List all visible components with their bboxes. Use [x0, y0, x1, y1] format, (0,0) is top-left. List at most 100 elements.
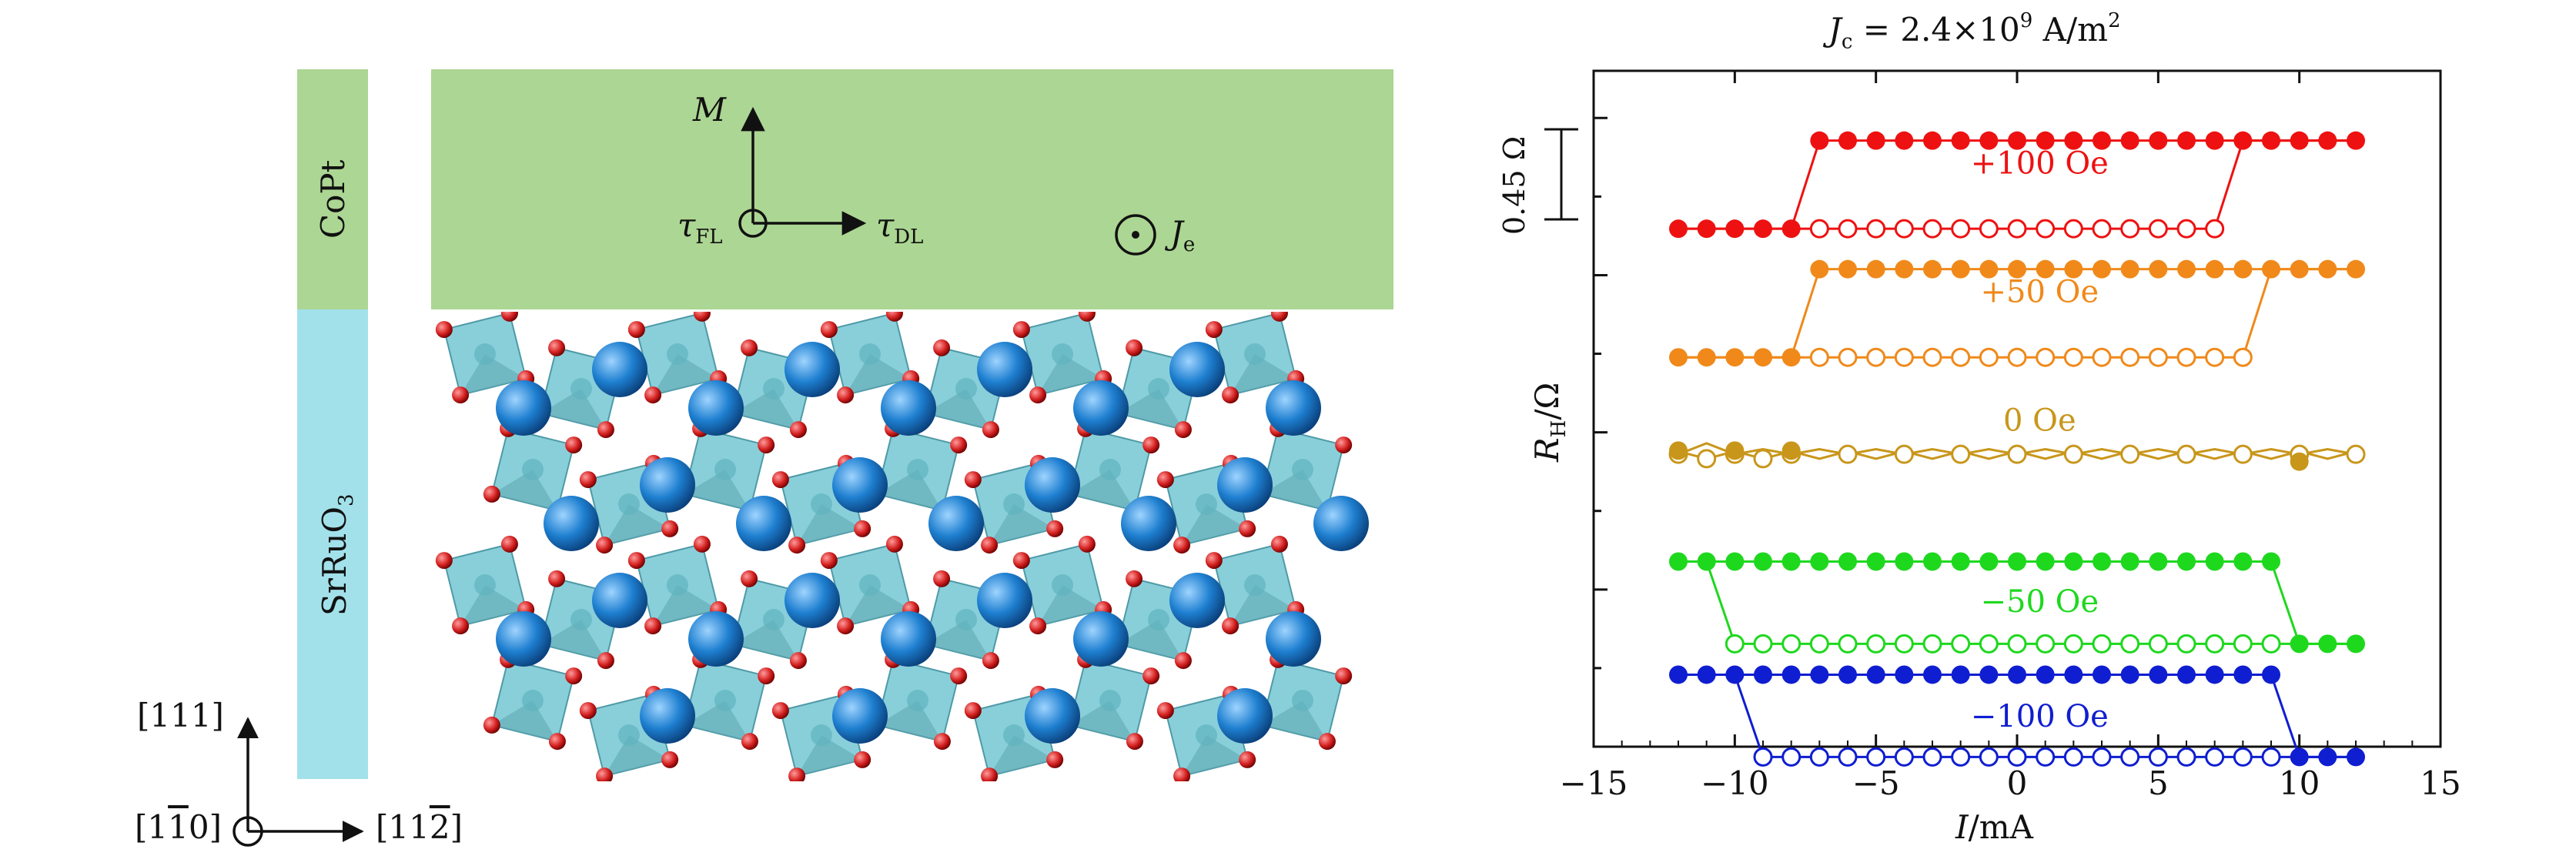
- o-atom: [693, 312, 711, 322]
- data-point-open: [2346, 444, 2366, 464]
- o-atom: [789, 652, 807, 670]
- o-atom: [596, 537, 614, 554]
- data-point-filled: [1697, 552, 1716, 571]
- ruo6-octahedron-face: [460, 585, 527, 627]
- sr-atom: [785, 342, 840, 397]
- data-point-open: [1781, 747, 1802, 767]
- sr-atom: [640, 457, 695, 513]
- data-point-open: [1809, 747, 1829, 767]
- ru-atom: [714, 690, 736, 711]
- tau-fl-circle: [738, 209, 768, 238]
- o-atom: [788, 537, 806, 554]
- o-atom: [627, 321, 645, 339]
- data-point-filled: [1725, 552, 1745, 571]
- data-point-open: [2205, 747, 2225, 767]
- data-point-filled: [1838, 665, 1857, 684]
- data-point-filled: [2177, 259, 2196, 279]
- data-point-open: [1894, 747, 1914, 767]
- ru-atom: [1244, 574, 1266, 596]
- o-atom: [597, 652, 614, 670]
- ru-atom: [1292, 459, 1313, 480]
- data-point-filled: [2233, 552, 2253, 571]
- o-atom: [483, 485, 500, 503]
- srruo3-label: SrRuO3: [316, 493, 359, 616]
- x-axis-label: I/mA: [1955, 808, 2033, 846]
- series-label: −100 Oe: [1971, 699, 2109, 734]
- o-atom: [1318, 733, 1336, 751]
- data-point-filled: [1669, 552, 1688, 571]
- data-point-open: [1725, 634, 1745, 654]
- data-point-open: [1951, 634, 1971, 654]
- data-point-filled: [2233, 665, 2253, 684]
- o-atom: [452, 617, 470, 635]
- ruo6-octahedron-face: [540, 389, 606, 430]
- ru-atom: [907, 690, 928, 711]
- ruo6-octahedron-face: [732, 620, 798, 661]
- data-point-open: [1781, 634, 1802, 654]
- data-point-filled: [1895, 552, 1914, 571]
- data-point-filled: [1866, 259, 1885, 279]
- o-atom: [933, 339, 951, 356]
- data-point-filled: [1979, 665, 1999, 684]
- ruo6-octahedron-face: [653, 354, 719, 396]
- data-point-open: [1697, 449, 1717, 469]
- o-atom: [500, 312, 518, 322]
- ruo6-octahedron-face: [1117, 389, 1183, 430]
- data-point-filled: [1697, 665, 1716, 684]
- ruo6-octahedron-face: [732, 389, 798, 430]
- data-point-open: [1866, 219, 1886, 239]
- data-point-filled: [2149, 552, 2168, 571]
- data-point-open: [2007, 747, 2027, 767]
- data-point-filled: [1810, 552, 1829, 571]
- data-point-filled: [2120, 665, 2139, 684]
- series-label: 0 Oe: [2003, 403, 2076, 438]
- o-atom: [1222, 386, 1239, 404]
- ru-atom: [1196, 724, 1217, 746]
- ru-atom: [522, 690, 544, 711]
- data-point-open: [1922, 634, 1942, 654]
- data-point-filled: [2233, 259, 2253, 279]
- data-point-filled: [2008, 552, 2026, 571]
- ru-atom: [1292, 690, 1313, 711]
- data-point-filled: [2008, 259, 2026, 279]
- data-point-filled: [1725, 441, 1745, 460]
- data-point-filled: [1979, 131, 1999, 150]
- ruo6-octahedron-face: [1230, 354, 1296, 396]
- data-point-open: [1894, 444, 1914, 464]
- tau-dl-label: τDL: [876, 206, 924, 249]
- ruo6-octahedron-face: [653, 585, 719, 627]
- o-atom: [548, 570, 566, 587]
- data-point-filled: [2008, 665, 2026, 684]
- data-point-filled: [2120, 259, 2139, 279]
- data-point-filled: [2318, 259, 2337, 279]
- data-point-filled: [2177, 665, 2196, 684]
- data-point-filled: [1754, 219, 1772, 239]
- data-point-filled: [1895, 665, 1914, 684]
- data-point-open: [2120, 219, 2140, 239]
- o-atom: [548, 339, 566, 356]
- data-point-open: [1866, 347, 1886, 367]
- data-point-filled: [1810, 259, 1829, 279]
- data-point-filled: [2318, 634, 2337, 654]
- ruo6-octahedron-face: [1182, 735, 1248, 777]
- ruo6-octahedron-face: [1261, 701, 1327, 742]
- data-point-filled: [2205, 131, 2224, 150]
- data-point-filled: [2205, 552, 2224, 571]
- sr-atom: [688, 380, 744, 436]
- ru-atom: [1148, 609, 1169, 630]
- o-atom: [435, 552, 453, 570]
- data-point-open: [1894, 347, 1914, 367]
- data-point-filled: [2177, 552, 2196, 571]
- ruo6-octahedron-face: [876, 470, 942, 511]
- data-point-filled: [2290, 131, 2309, 150]
- ru-atom: [618, 724, 640, 746]
- o-atom: [788, 767, 806, 781]
- ru-atom: [811, 493, 832, 515]
- o-atom: [1078, 312, 1096, 322]
- o-atom: [548, 733, 566, 751]
- axis-110-label: [110]: [135, 808, 222, 846]
- data-point-filled: [1951, 665, 1970, 684]
- ruo6-octahedron-face: [1117, 620, 1183, 661]
- data-point-filled: [2262, 259, 2280, 279]
- data-point-open: [1951, 219, 1971, 239]
